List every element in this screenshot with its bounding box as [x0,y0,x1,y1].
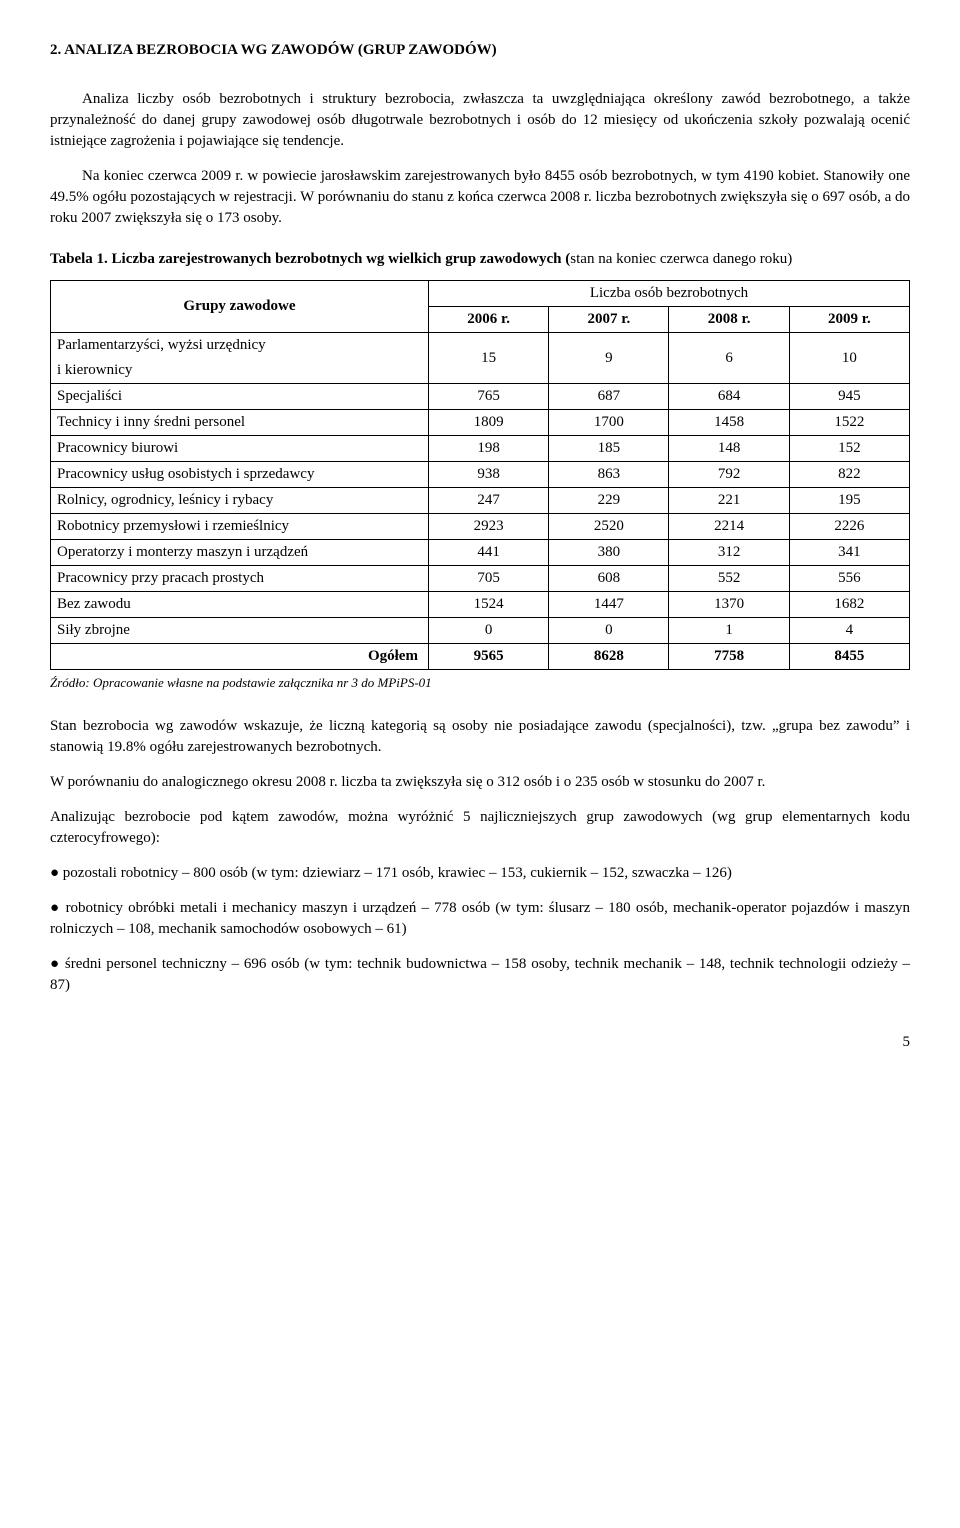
table-header-right: Liczba osób bezrobotnych [428,281,909,307]
paragraph-intro-2: Na koniec czerwca 2009 r. w powiecie jar… [50,166,910,229]
section-title: 2. ANALIZA BEZROBOCIA WG ZAWODÓW (GRUP Z… [50,40,910,61]
cell: 10 [789,333,909,384]
unemployment-table: Grupy zawodowe Liczba osób bezrobotnych … [50,280,910,670]
cell: 380 [549,540,669,566]
cell: 556 [789,566,909,592]
table-row: Pracownicy biurowi 198 185 148 152 [51,436,910,462]
table-source: Źródło: Opracowanie własne na podstawie … [50,674,910,692]
total-label: Ogółem [51,644,429,670]
table-row: Rolnicy, ogrodnicy, leśnicy i rybacy 247… [51,488,910,514]
row-label: Parlamentarzyści, wyżsi urzędnicy [51,333,429,359]
table-row: Specjaliści 765 687 684 945 [51,384,910,410]
cell: 1 [669,618,789,644]
cell: 148 [669,436,789,462]
cell: 1447 [549,592,669,618]
row-label: Pracownicy biurowi [51,436,429,462]
row-label-2: i kierownicy [51,358,429,384]
cell: 938 [428,462,548,488]
cell: 441 [428,540,548,566]
table-row: Robotnicy przemysłowi i rzemieślnicy 292… [51,514,910,540]
cell: 198 [428,436,548,462]
total-cell: 8455 [789,644,909,670]
cell: 1682 [789,592,909,618]
bullet-item: ● średni personel techniczny – 696 osób … [50,954,910,996]
cell: 185 [549,436,669,462]
table-year-3: 2009 r. [789,307,909,333]
total-cell: 9565 [428,644,548,670]
cell: 765 [428,384,548,410]
cell: 1809 [428,410,548,436]
row-label: Pracownicy usług osobistych i sprzedawcy [51,462,429,488]
cell: 687 [549,384,669,410]
paragraph-5: Analizując bezrobocie pod kątem zawodów,… [50,807,910,849]
cell: 221 [669,488,789,514]
cell: 341 [789,540,909,566]
paragraph-4: W porównaniu do analogicznego okresu 200… [50,772,910,793]
cell: 0 [428,618,548,644]
row-label: Rolnicy, ogrodnicy, leśnicy i rybacy [51,488,429,514]
table-row: Bez zawodu 1524 1447 1370 1682 [51,592,910,618]
row-label: Siły zbrojne [51,618,429,644]
paragraph-3: Stan bezrobocia wg zawodów wskazuje, że … [50,716,910,758]
cell: 552 [669,566,789,592]
page-number: 5 [50,1032,910,1053]
table-row: Siły zbrojne 0 0 1 4 [51,618,910,644]
table-header-groups: Grupy zawodowe [51,281,429,333]
table-year-0: 2006 r. [428,307,548,333]
bullet-item: ● robotnicy obróbki metali i mechanicy m… [50,898,910,940]
cell: 705 [428,566,548,592]
cell: 1700 [549,410,669,436]
row-label: Pracownicy przy pracach prostych [51,566,429,592]
cell: 229 [549,488,669,514]
cell: 792 [669,462,789,488]
cell: 863 [549,462,669,488]
table-row: Technicy i inny średni personel 1809 170… [51,410,910,436]
row-label: Operatorzy i monterzy maszyn i urządzeń [51,540,429,566]
cell: 15 [428,333,548,384]
table-total-row: Ogółem 9565 8628 7758 8455 [51,644,910,670]
cell: 247 [428,488,548,514]
table-row: Parlamentarzyści, wyżsi urzędnicy 15 9 6… [51,333,910,359]
cell: 945 [789,384,909,410]
paragraph-intro-1: Analiza liczby osób bezrobotnych i struk… [50,89,910,152]
row-label: Robotnicy przemysłowi i rzemieślnicy [51,514,429,540]
row-label: Technicy i inny średni personel [51,410,429,436]
table-row: Operatorzy i monterzy maszyn i urządzeń … [51,540,910,566]
cell: 1522 [789,410,909,436]
cell: 684 [669,384,789,410]
cell: 9 [549,333,669,384]
cell: 822 [789,462,909,488]
cell: 195 [789,488,909,514]
cell: 2214 [669,514,789,540]
cell: 2923 [428,514,548,540]
cell: 0 [549,618,669,644]
table-row: Pracownicy przy pracach prostych 705 608… [51,566,910,592]
cell: 2520 [549,514,669,540]
cell: 1524 [428,592,548,618]
table-caption-bold: Tabela 1. Liczba zarejestrowanych bezrob… [50,251,570,267]
total-cell: 8628 [549,644,669,670]
cell: 1458 [669,410,789,436]
table-caption-tail: stan na koniec czerwca danego roku) [570,251,792,267]
cell: 608 [549,566,669,592]
cell: 6 [669,333,789,384]
cell: 152 [789,436,909,462]
table-year-1: 2007 r. [549,307,669,333]
cell: 2226 [789,514,909,540]
cell: 1370 [669,592,789,618]
table-caption: Tabela 1. Liczba zarejestrowanych bezrob… [50,249,910,270]
table-year-2: 2008 r. [669,307,789,333]
row-label: Bez zawodu [51,592,429,618]
table-row: Pracownicy usług osobistych i sprzedawcy… [51,462,910,488]
row-label: Specjaliści [51,384,429,410]
cell: 312 [669,540,789,566]
bullet-item: ● pozostali robotnicy – 800 osób (w tym:… [50,863,910,884]
total-cell: 7758 [669,644,789,670]
cell: 4 [789,618,909,644]
